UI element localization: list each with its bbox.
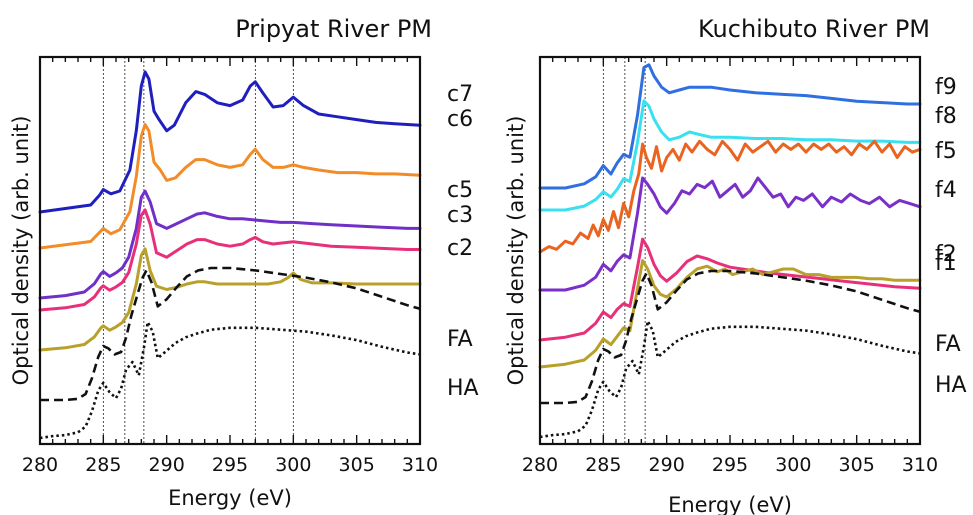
chart-title: Kuchibuto River PM [698,15,930,43]
y-axis-label: Optical density (arb. unit) [504,116,528,386]
x-tick-label: 280 [22,454,58,476]
x-tick-label: 300 [775,454,811,476]
series-label-f8: f8 [935,104,957,129]
series-label-c7: c7 [447,82,473,107]
series-label-c2: c2 [447,236,473,261]
series-label-c5: c5 [447,178,473,203]
x-tick-label: 285 [85,454,121,476]
series-line-c3 [38,208,422,312]
x-tick-label: 280 [522,454,558,476]
x-tick-label: 290 [649,454,685,476]
series-label-f2: f2 [935,242,957,267]
x-axis-label: Energy (eV) [168,486,292,510]
series-label-ha: HA [447,376,479,401]
x-tick-label: 295 [212,454,248,476]
series-line-f8 [538,99,922,212]
series-label-f9: f9 [935,75,957,100]
series-label-c6: c6 [447,107,473,132]
series-line-c5 [38,189,422,300]
series-label-fa: FA [447,327,473,352]
series-label-f1: f1 [935,251,957,276]
x-tick-label: 305 [839,454,875,476]
x-tick-label: 285 [585,454,621,476]
series-line-c2 [38,247,422,352]
x-tick-label: 305 [339,454,375,476]
series-line-fa [40,266,421,402]
series-line-ha [539,319,921,439]
plot-frame [538,55,922,446]
x-tick-label: 290 [149,454,185,476]
x-tick-label: 300 [275,454,311,476]
plot-frame [38,55,422,446]
series-label-f4: f4 [935,178,957,203]
series-label-fa: FA [935,332,961,357]
series-line-f2 [538,237,922,342]
series-label-f5: f5 [935,139,957,164]
series-line-c7 [38,70,422,214]
x-tick-label: 295 [712,454,748,476]
series-label-c3: c3 [447,203,473,228]
x-tick-label: 310 [902,454,938,476]
series-line-f5 [538,139,922,254]
chart-title: Pripyat River PM [235,15,432,43]
series-line-f9 [538,63,922,190]
y-axis-label: Optical density (arb. unit) [9,116,33,386]
series-line-fa [540,269,921,405]
x-axis-label: Energy (eV) [668,493,792,515]
x-tick-label: 310 [402,454,438,476]
series-line-f1 [538,259,922,369]
series-line-ha [39,320,421,440]
series-label-ha: HA [935,373,967,398]
series-line-c6 [38,123,422,250]
series-line-f4 [538,176,922,292]
